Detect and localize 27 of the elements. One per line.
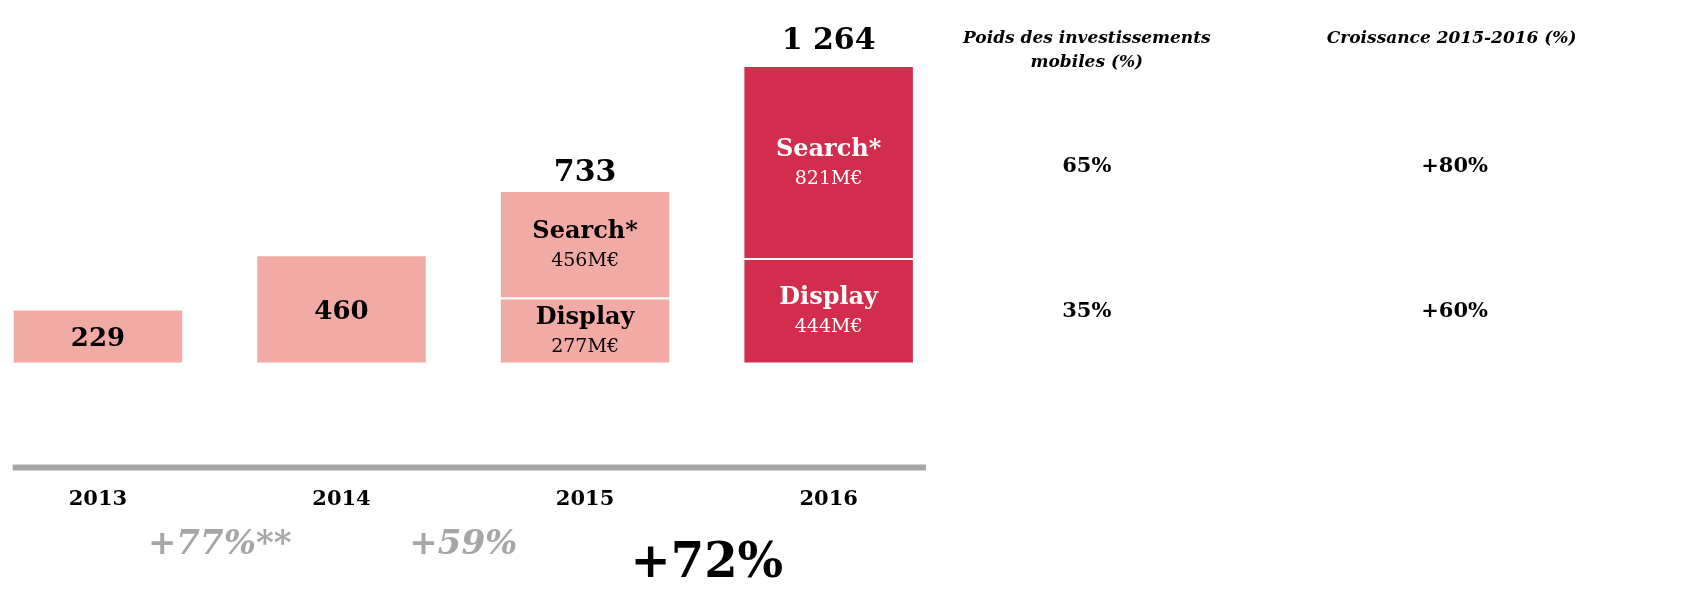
text: 65%	[1062, 151, 1112, 177]
text: +72%	[630, 531, 784, 588]
text: Display	[779, 281, 879, 311]
data-label: 229	[70, 322, 126, 353]
text: Poids des investissements mobiles (%)	[962, 27, 1212, 72]
bar	[11, 308, 185, 365]
text: 35%	[1062, 297, 1112, 323]
text: Croissance 2015-2016 (%)	[1326, 27, 1577, 48]
text: +77%**	[147, 522, 292, 562]
data-label: 460	[314, 294, 369, 325]
x-tick-label: 2013	[68, 484, 128, 510]
x-tick-label: 2015	[555, 484, 615, 510]
x-tick-label: 2014	[312, 484, 371, 510]
text: Search*	[775, 132, 882, 162]
text: +80%	[1421, 151, 1489, 177]
total-label: 733	[553, 153, 617, 189]
total-label: 1 264	[781, 20, 876, 56]
text: +60%	[1421, 297, 1489, 323]
series-label: Search*	[532, 214, 639, 244]
bar	[255, 254, 428, 365]
data-label: 456M€	[551, 247, 619, 270]
x-tick-label: 2016	[799, 484, 858, 510]
data-label: 821M€	[794, 165, 863, 188]
text: +59%	[409, 522, 518, 562]
series-label: Display	[535, 300, 636, 330]
data-label: 444M€	[794, 314, 863, 337]
data-label: 277M€	[551, 333, 619, 356]
